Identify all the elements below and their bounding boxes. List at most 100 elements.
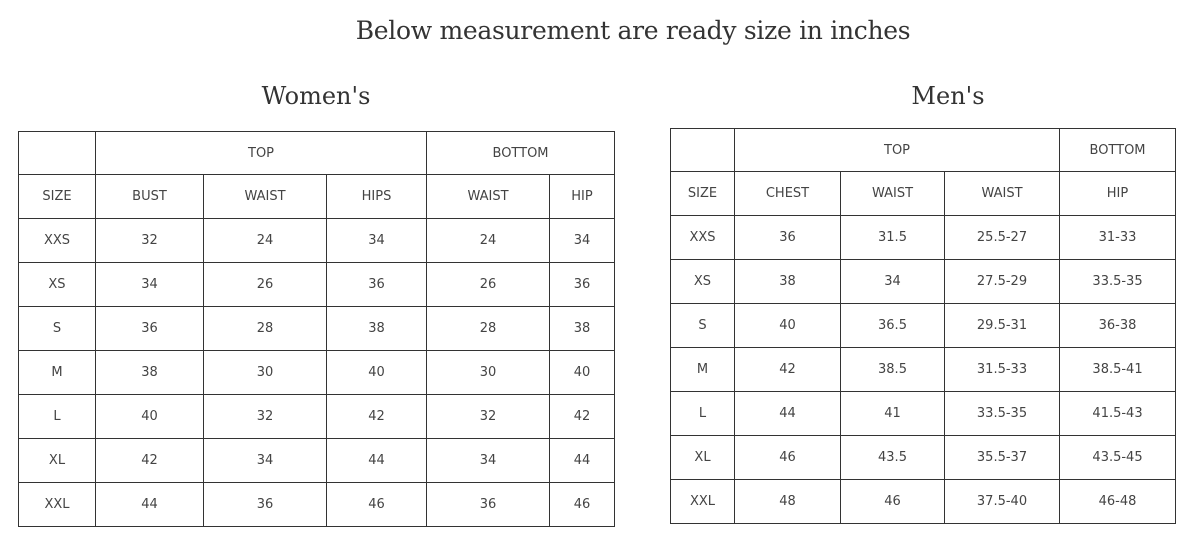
table-row: XL 42 34 44 34 44 [18, 438, 616, 483]
column-header-row: SIZE CHEST WAIST WAIST HIP [670, 171, 1177, 216]
measurement-cell: 34 [325, 218, 428, 263]
column-header: SIZE [18, 174, 96, 219]
measurement-cell: 38.5 [840, 347, 945, 392]
measurement-cell: 40 [734, 303, 841, 348]
measurement-cell: 28 [426, 306, 551, 351]
size-cell: XL [18, 438, 96, 483]
table-row: XXL 48 46 37.5-40 46-48 [670, 479, 1177, 524]
measurement-cell: 40 [549, 350, 616, 395]
table-row: XXS 36 31.5 25.5-27 31-33 [670, 215, 1177, 260]
size-cell: XXS [670, 215, 735, 260]
measurement-cell: 36-38 [1059, 303, 1177, 348]
measurement-cell: 32 [426, 394, 551, 439]
measurement-cell: 30 [426, 350, 551, 395]
table-row: M 42 38.5 31.5-33 38.5-41 [670, 347, 1177, 392]
table-row: XS 38 34 27.5-29 33.5-35 [670, 259, 1177, 304]
measurement-cell: 38 [734, 259, 841, 304]
measurement-cell: 46 [325, 482, 428, 527]
table-row: S 36 28 38 28 38 [18, 306, 616, 351]
measurement-cell: 43.5 [840, 435, 945, 480]
measurement-cell: 24 [203, 218, 327, 263]
table-row: L 44 41 33.5-35 41.5-43 [670, 391, 1177, 436]
measurement-cell: 38 [95, 350, 204, 395]
table-row: S 40 36.5 29.5-31 36-38 [670, 303, 1177, 348]
size-cell: XS [18, 262, 96, 307]
measurement-cell: 46-48 [1059, 479, 1177, 524]
measurement-cell: 36 [426, 482, 551, 527]
size-cell: XL [670, 435, 735, 480]
size-cell: XS [670, 259, 735, 304]
measurement-cell: 35.5-37 [943, 435, 1061, 480]
size-cell: XXS [18, 218, 96, 263]
group-top: TOP [733, 128, 1061, 172]
women-heading: Women's [261, 82, 371, 110]
measurement-cell: 30 [203, 350, 327, 395]
column-header: WAIST [203, 174, 327, 219]
column-header: BUST [95, 174, 204, 219]
measurement-cell: 46 [734, 435, 841, 480]
measurement-cell: 26 [203, 262, 327, 307]
men-heading: Men's [911, 82, 985, 110]
measurement-cell: 37.5-40 [943, 479, 1061, 524]
table-row: XL 46 43.5 35.5-37 43.5-45 [670, 435, 1177, 480]
column-header: WAIST [943, 171, 1061, 216]
column-header: HIPS [325, 174, 428, 219]
measurement-cell: 38.5-41 [1059, 347, 1177, 392]
measurement-cell: 46 [549, 482, 616, 527]
size-cell: M [670, 347, 735, 392]
column-header: WAIST [840, 171, 945, 216]
measurement-cell: 36 [95, 306, 204, 351]
page-title: Below measurement are ready size in inch… [355, 16, 911, 45]
measurement-cell: 31-33 [1059, 215, 1177, 260]
measurement-cell: 36 [325, 262, 428, 307]
measurement-cell: 43.5-45 [1059, 435, 1177, 480]
table-row: XS 34 26 36 26 36 [18, 262, 616, 307]
column-header: HIP [1059, 171, 1177, 216]
measurement-cell: 31.5-33 [943, 347, 1061, 392]
measurement-cell: 28 [203, 306, 327, 351]
size-cell: S [670, 303, 735, 348]
size-cell: XXL [18, 482, 96, 527]
group-top: TOP [94, 131, 428, 175]
measurement-cell: 32 [203, 394, 327, 439]
measurement-cell: 36 [549, 262, 616, 307]
measurement-cell: 34 [840, 259, 945, 304]
measurement-cell: 44 [549, 438, 616, 483]
column-header: CHEST [734, 171, 841, 216]
column-header: HIP [549, 174, 616, 219]
group-bottom: BOTTOM [1059, 128, 1177, 172]
measurement-cell: 25.5-27 [943, 215, 1061, 260]
measurement-cell: 44 [734, 391, 841, 436]
measurement-cell: 42 [95, 438, 204, 483]
measurement-cell: 42 [734, 347, 841, 392]
measurement-cell: 33.5-35 [1059, 259, 1177, 304]
measurement-cell: 40 [325, 350, 428, 395]
measurement-cell: 29.5-31 [943, 303, 1061, 348]
table-row: XXL 44 36 46 36 46 [18, 482, 616, 527]
measurement-cell: 36 [734, 215, 841, 260]
column-header: WAIST [426, 174, 551, 219]
measurement-cell: 31.5 [840, 215, 945, 260]
table-row: M 38 30 40 30 40 [18, 350, 616, 395]
measurement-cell: 33.5-35 [943, 391, 1061, 436]
measurement-cell: 46 [840, 479, 945, 524]
measurement-cell: 42 [549, 394, 616, 439]
measurement-cell: 38 [325, 306, 428, 351]
measurement-cell: 36 [203, 482, 327, 527]
measurement-cell: 26 [426, 262, 551, 307]
size-cell: S [18, 306, 96, 351]
measurement-cell: 41.5-43 [1059, 391, 1177, 436]
group-bottom: BOTTOM [426, 131, 616, 175]
measurement-cell: 42 [325, 394, 428, 439]
measurement-cell: 34 [95, 262, 204, 307]
column-header-row: SIZE BUST WAIST HIPS WAIST HIP [18, 174, 616, 219]
measurement-cell: 34 [426, 438, 551, 483]
measurement-cell: 41 [840, 391, 945, 436]
measurement-cell: 32 [95, 218, 204, 263]
empty-cell [18, 131, 96, 175]
table-row: XXS 32 24 34 24 34 [18, 218, 616, 263]
men-size-table: TOP BOTTOM SIZE CHEST WAIST WAIST HIP XXS 36 31.… [670, 128, 1177, 524]
women-size-table: TOP BOTTOM SIZE BUST WAIST HIPS WAIST HIP XXS 32… [18, 131, 616, 527]
measurement-cell: 34 [203, 438, 327, 483]
size-cell: XXL [670, 479, 735, 524]
